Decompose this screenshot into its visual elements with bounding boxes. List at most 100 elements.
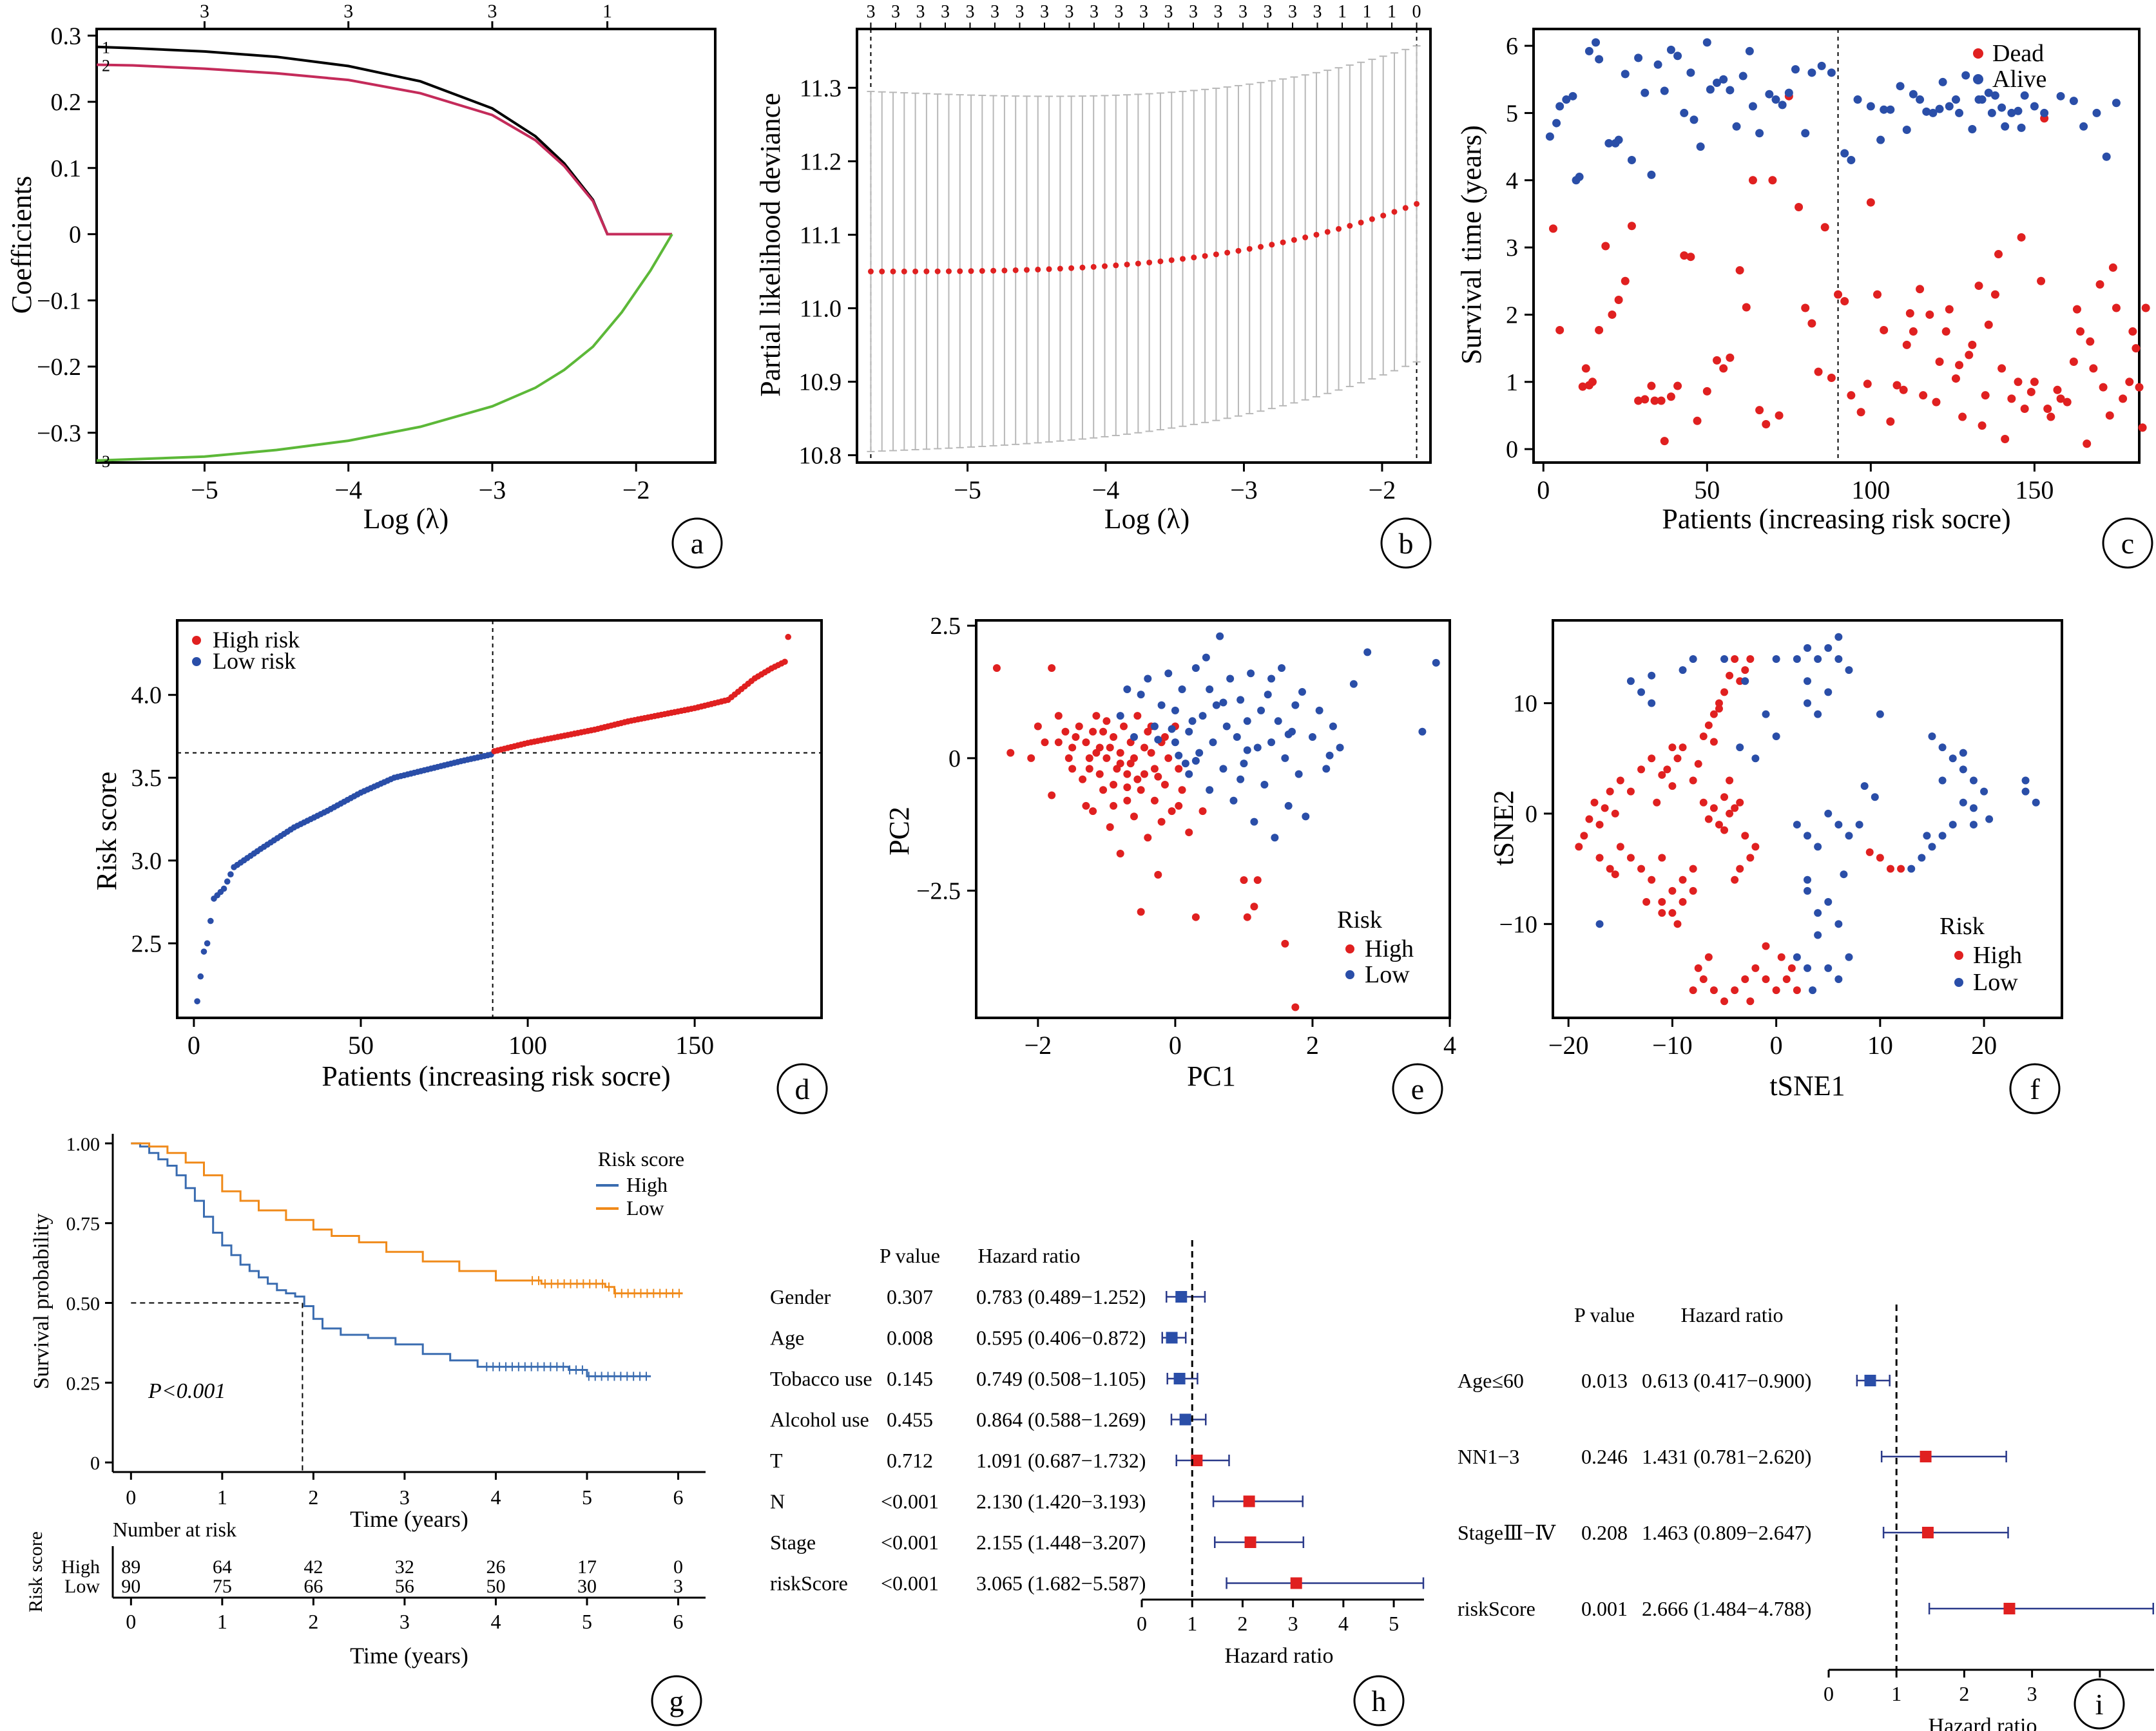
sample-point (1175, 751, 1183, 760)
deviance-point (1258, 244, 1264, 250)
sample-point (1075, 722, 1083, 731)
patient-point (1614, 295, 1623, 304)
top-tick-label: 3 (200, 1, 209, 22)
y-tick-label: 2.5 (930, 613, 961, 640)
sample-point (1120, 722, 1128, 731)
patient-point (1595, 325, 1604, 334)
patient-point (2037, 276, 2046, 285)
risk-score-point (194, 998, 200, 1005)
hazard-ratio-text: 1.431 (0.781−2.620) (1642, 1445, 1811, 1468)
variable-label: Age (770, 1326, 804, 1350)
panel-label: e (1411, 1073, 1424, 1105)
deviance-point (1291, 236, 1297, 243)
top-tick-label: 1 (1387, 2, 1396, 22)
y-tick-label: 0 (1506, 436, 1518, 463)
sample-point (1741, 975, 1749, 984)
sample-point (1616, 843, 1624, 851)
patient-point (1719, 364, 1728, 373)
sample-point (1580, 832, 1588, 840)
x-tick-label: 3 (399, 1486, 410, 1509)
sample-point (1949, 754, 1957, 763)
sample-point (1736, 865, 1744, 873)
risk-score-point (785, 633, 791, 640)
top-tick-label: 3 (1015, 2, 1024, 22)
deviance-point (1213, 251, 1219, 258)
deviance-point (1414, 200, 1420, 207)
patient-point (1581, 364, 1590, 373)
y-tick-label: 2 (1506, 301, 1518, 329)
deviance-point (1302, 234, 1309, 241)
x-tick-label: −20 (1548, 1031, 1589, 1060)
y-tick-label: −0.2 (37, 354, 81, 381)
sample-point (1250, 818, 1258, 826)
sample-point (1653, 798, 1661, 807)
sample-point (1699, 798, 1708, 807)
panel-label-circle (1392, 1063, 1443, 1114)
sample-point (1709, 986, 1718, 995)
sample-point (1219, 698, 1227, 707)
patient-point (1562, 95, 1571, 104)
sample-point (1271, 834, 1279, 842)
patient-point (2102, 152, 2111, 161)
legend-title: Risk (1939, 913, 1985, 940)
y-tick-label: 0.50 (66, 1294, 101, 1315)
sample-point (1240, 760, 1248, 768)
patient-point (2007, 108, 2016, 117)
sample-point (1959, 765, 1967, 774)
patient-point (1647, 170, 1656, 179)
patient-point (1755, 406, 1764, 415)
x-tick-label: 100 (508, 1031, 547, 1060)
patient-point (1997, 103, 2007, 112)
sample-point (1202, 653, 1210, 662)
sample-point (1809, 986, 1817, 995)
sample-point (1606, 787, 1614, 796)
sample-point (1233, 732, 1241, 741)
panel-label: g (669, 1685, 684, 1717)
y-axis-label: Survival probability (30, 1214, 53, 1390)
patient-point (1693, 416, 1702, 425)
sample-point (1694, 964, 1702, 972)
sample-point (1928, 843, 1936, 851)
sample-point (1092, 712, 1101, 720)
patient-point (1840, 297, 1849, 306)
x-tick-label: −3 (479, 475, 506, 504)
risk-table-cell: 56 (395, 1576, 414, 1597)
p-value: <0.001 (881, 1572, 939, 1595)
sample-point (1281, 754, 1289, 762)
patient-point (1584, 46, 1593, 55)
sample-point (1689, 655, 1697, 663)
deviance-point (1269, 242, 1275, 248)
patient-point (1568, 91, 1577, 100)
x-tick-label: −10 (1652, 1031, 1693, 1060)
x-tick-label: 100 (1851, 475, 1890, 504)
top-tick-label: 3 (1214, 2, 1223, 22)
x-tick-label: 3 (1288, 1612, 1298, 1635)
risk-score-point (204, 940, 211, 947)
risk-table-cell: 89 (121, 1556, 140, 1578)
patient-point (1945, 102, 1954, 111)
sample-point (1938, 832, 1947, 840)
deviance-point (1079, 264, 1086, 271)
legend-label: High (1973, 942, 2022, 969)
sample-point (1295, 770, 1303, 778)
risk-score-point (227, 871, 234, 877)
deviance-point (1046, 266, 1052, 273)
patient-point (2026, 387, 2036, 396)
deviance-point (1068, 265, 1075, 271)
patient-point (1807, 319, 1816, 328)
patient-point (1686, 253, 1695, 262)
sample-point (1720, 688, 1729, 696)
top-tick-label: 3 (1064, 2, 1073, 22)
coefficient-line-label: 1 (102, 39, 110, 57)
risk-table-cell: 66 (303, 1576, 323, 1597)
sample-point (1140, 743, 1148, 752)
p-value: 0.208 (1581, 1521, 1628, 1544)
p-value: <0.001 (881, 1490, 939, 1513)
top-tick-label: 0 (1412, 2, 1421, 22)
sample-point (1329, 722, 1337, 731)
sample-point (1116, 749, 1124, 757)
patient-point (1784, 88, 1793, 97)
p-value: 0.246 (1581, 1445, 1628, 1468)
y-axis-label: Risk score (91, 772, 122, 891)
